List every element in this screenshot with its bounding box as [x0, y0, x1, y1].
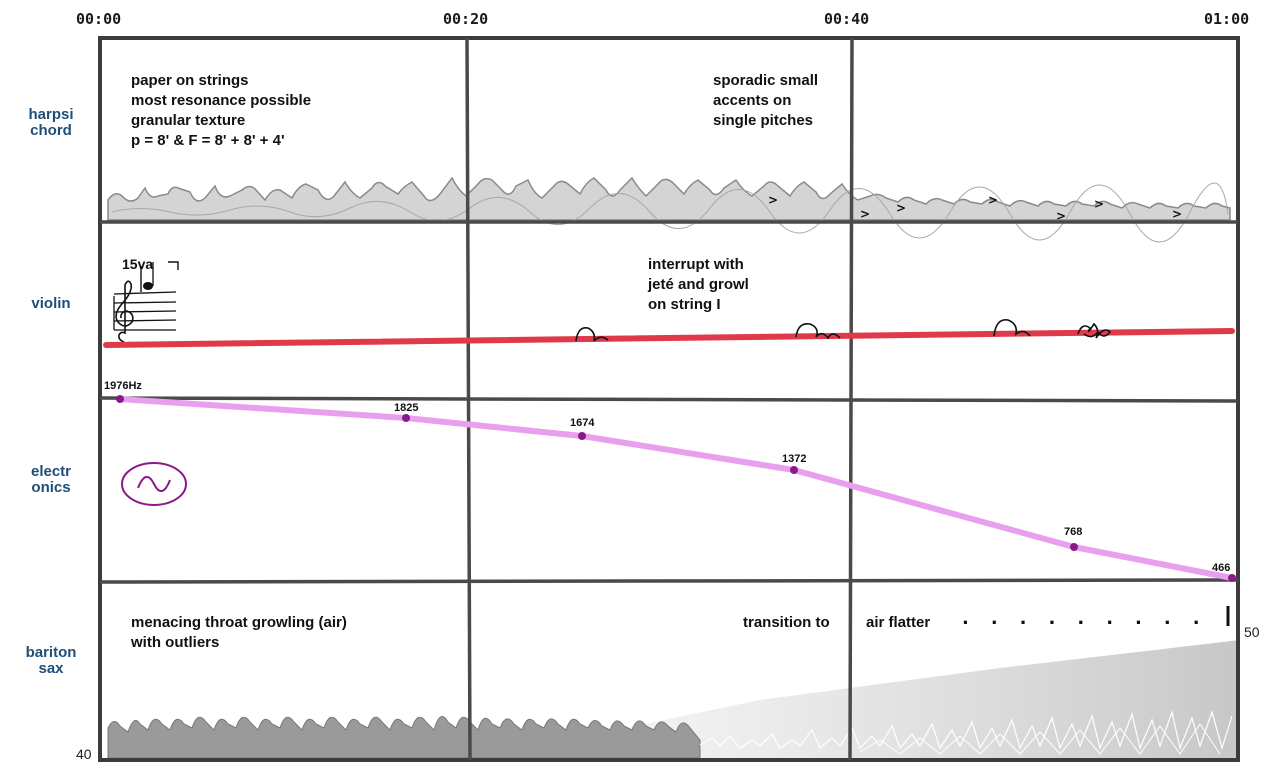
frequency-point-4 — [790, 466, 798, 474]
instrument-label-violin: violin — [31, 295, 71, 312]
sax-note-growling: menacing throat growling (air) with outl… — [131, 614, 347, 651]
frequency-label-3: 1674 — [570, 417, 595, 429]
frequency-point-2 — [402, 414, 410, 422]
time-marker-0: 00:00 — [76, 10, 122, 28]
svg-text:>: > — [1094, 197, 1104, 211]
treble-clef-icon — [115, 280, 134, 343]
sax-growl-texture — [107, 716, 701, 759]
violin-line — [103, 328, 1235, 348]
frequency-label-2: 1825 — [394, 402, 419, 414]
sine-wave-icon — [121, 462, 187, 506]
score-grid — [98, 36, 1240, 762]
frequency-point-5 — [1070, 543, 1078, 551]
frequency-label-5: 768 — [1064, 526, 1083, 538]
sax-dynamic-start: 40 — [76, 746, 92, 762]
frequency-label-6: 466 — [1212, 562, 1231, 574]
sine-wave-curve — [137, 476, 171, 492]
electronics-frequency-line — [117, 396, 1235, 581]
sax-dynamic-end: 50 — [1244, 624, 1260, 640]
violin-staff — [113, 261, 179, 343]
frequency-label-1: 1976Hz — [104, 380, 142, 392]
svg-text:>: > — [768, 193, 778, 207]
frequency-point-3 — [578, 432, 586, 440]
sax-flatter-dots: ......... — [962, 608, 1222, 629]
harpsichord-note-accents: sporadic small accents on single pitches — [713, 72, 819, 129]
harpsichord-note-texture: paper on strings most resonance possible… — [131, 72, 312, 149]
sax-note-flatter: air flatter — [866, 614, 931, 631]
time-marker-60: 01:00 — [1204, 10, 1250, 28]
frequency-label-4: 1372 — [782, 453, 807, 465]
svg-text:>: > — [1056, 209, 1066, 223]
violin-note-interrupt: interrupt with jeté and growl on string … — [648, 256, 749, 313]
electronics-frequency-points — [116, 395, 1236, 582]
frequency-point-6 — [1228, 574, 1236, 582]
harpsichord-texture — [107, 176, 1231, 221]
violin-ottava-mark: 15va — [122, 256, 154, 272]
frequency-point-1 — [116, 395, 124, 403]
time-marker-20: 00:20 — [443, 10, 489, 28]
svg-text:>: > — [988, 193, 998, 207]
svg-text:>: > — [896, 201, 906, 215]
instrument-label-baritone-sax: bariton sax — [25, 644, 77, 677]
time-marker-40: 00:40 — [824, 10, 870, 28]
svg-text:>: > — [860, 207, 870, 221]
instrument-label-harpsichord: harpsi chord — [28, 106, 74, 139]
instrument-label-electronics: electr onics — [30, 463, 72, 496]
harpsichord-accents: > > > > > > > — [768, 193, 1182, 223]
svg-text:>: > — [1172, 207, 1182, 221]
violin-note-head — [143, 282, 153, 290]
sax-note-transition: transition to — [743, 614, 830, 631]
violin-interruptions — [575, 319, 1112, 342]
